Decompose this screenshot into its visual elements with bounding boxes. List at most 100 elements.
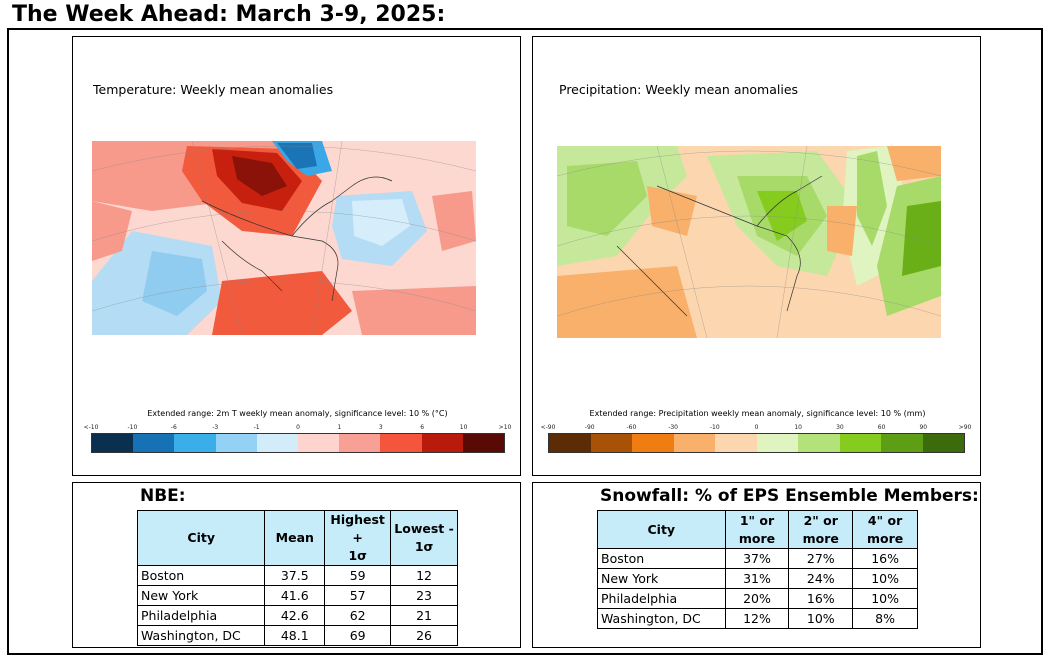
temperature-colorbar-tick-label: -1 [253, 424, 260, 431]
nbe-panel: NBE: City Mean Highest + 1σ Lowest - 1σ Bo… [72, 482, 521, 648]
snowfall-table: City 1" or more 2" or more 4" or more Bosto… [597, 510, 918, 629]
nbe-header-lowest-line1: Lowest - [394, 521, 454, 536]
nbe-high: 69 [324, 625, 392, 646]
snowfall-2in: 24% [788, 568, 854, 589]
nbe-header-city: City [136, 510, 266, 566]
table-row: Washington, DC 48.1 69 26 [136, 625, 458, 646]
temperature-colorbar-swatch [462, 434, 505, 452]
temperature-map-label: Temperature: Weekly mean anomalies [93, 82, 334, 97]
precipitation-colorbar-tick-label: >90 [958, 424, 972, 431]
snowfall-header-row: City 1" or more 2" or more 4" or more [597, 510, 918, 549]
table-row: Philadelphia 42.6 62 21 [136, 605, 458, 626]
table-row: Boston 37.5 59 12 [136, 565, 458, 586]
temperature-colorbar [91, 433, 505, 453]
precipitation-colorbar-swatch [632, 434, 674, 452]
snowfall-header-4in-line1: 4" or [867, 512, 903, 528]
precipitation-colorbar-tick-label: -60 [626, 424, 637, 431]
precipitation-colorbar-tick-label: 10 [794, 424, 803, 431]
nbe-header-mean: Mean [264, 510, 326, 566]
nbe-header-lowest: Lowest - 1σ [390, 510, 458, 566]
temperature-colorbar-ticks: <-10 -10 -6 -3 -1 0 1 3 6 10 >10 [84, 424, 512, 432]
temperature-map-panel: Temperature: Weekly mean anomalies [72, 36, 521, 476]
precipitation-colorbar-tick-label: 0 [754, 424, 759, 431]
nbe-high: 59 [324, 565, 392, 586]
nbe-header-highest-line2: 1σ [348, 548, 367, 563]
snowfall-4in: 8% [852, 608, 918, 629]
snowfall-2in: 10% [788, 608, 854, 629]
temperature-colorbar-swatch [339, 434, 381, 452]
precipitation-colorbar-swatch [798, 434, 840, 452]
nbe-title: NBE: [140, 486, 186, 506]
nbe-city: Washington, DC [136, 625, 266, 646]
snowfall-1in: 20% [724, 588, 790, 609]
temperature-colorbar-tick-label: -6 [170, 424, 177, 431]
temperature-colorbar-tick-label: 6 [420, 424, 425, 431]
snowfall-title: Snowfall: % of EPS Ensemble Members: [600, 486, 979, 506]
temperature-colorbar-swatch [133, 434, 175, 452]
temperature-colorbar-swatch [421, 434, 463, 452]
precipitation-colorbar-swatch [922, 434, 964, 452]
precipitation-colorbar-tick-label: 60 [877, 424, 886, 431]
table-row: New York 31% 24% 10% [597, 568, 918, 589]
temperature-colorbar-swatch [174, 434, 216, 452]
precipitation-colorbar-tick-label: -30 [668, 424, 678, 431]
nbe-city: New York [136, 585, 266, 606]
nbe-header-row: City Mean Highest + 1σ Lowest - 1σ [136, 510, 458, 566]
temperature-colorbar-tick-label: -3 [212, 424, 219, 431]
page-title: The Week Ahead: March 3-9, 2025: [12, 2, 446, 27]
temperature-colorbar-swatch [298, 434, 340, 452]
snowfall-panel: Snowfall: % of EPS Ensemble Members: Cit… [532, 482, 981, 648]
temperature-colorbar-swatch [215, 434, 257, 452]
precipitation-map-label: Precipitation: Weekly mean anomalies [559, 82, 799, 97]
precipitation-colorbar-swatch [715, 434, 757, 452]
precipitation-colorbar-tick-label: -90 [584, 424, 595, 431]
temperature-colorbar-tick-label: >10 [498, 424, 512, 431]
precipitation-colorbar-swatch [673, 434, 715, 452]
precipitation-colorbar-swatch [881, 434, 923, 452]
snowfall-city: Philadelphia [597, 588, 726, 609]
nbe-table: City Mean Highest + 1σ Lowest - 1σ Boston … [136, 510, 458, 646]
precipitation-colorbar-ticks: <-90 -90 -60 -30 -10 0 10 30 60 90 >90 [541, 424, 972, 432]
nbe-low: 26 [390, 625, 458, 646]
snowfall-1in: 12% [724, 608, 790, 629]
nbe-mean: 42.6 [264, 605, 326, 626]
nbe-high: 62 [324, 605, 392, 626]
content-frame [7, 28, 1043, 655]
precipitation-colorbar-tick-label: -10 [709, 424, 720, 431]
snowfall-header-4in: 4" or more [852, 510, 918, 549]
nbe-header-highest: Highest + 1σ [324, 510, 392, 566]
temperature-colorbar-swatch [92, 434, 134, 452]
nbe-header-highest-line1: Highest + [330, 512, 385, 545]
nbe-mean: 48.1 [264, 625, 326, 646]
table-row: Washington, DC 12% 10% 8% [597, 608, 918, 629]
snowfall-header-2in: 2" or more [788, 510, 854, 549]
temperature-colorbar-swatch [256, 434, 299, 452]
table-row: Boston 37% 27% 16% [597, 548, 918, 569]
temperature-colorbar-tick-label: 3 [378, 424, 383, 431]
nbe-high: 57 [324, 585, 392, 606]
nbe-mean: 37.5 [264, 565, 326, 586]
precipitation-colorbar-title: Extended range: Precipitation weekly mea… [589, 409, 926, 418]
snowfall-header-4in-line2: more [866, 530, 904, 546]
nbe-city: Boston [136, 565, 266, 586]
precipitation-colorbar [548, 433, 965, 453]
snowfall-header-1in: 1" or more [724, 510, 790, 549]
table-row: Philadelphia 20% 16% 10% [597, 588, 918, 609]
temperature-anomaly-map [92, 141, 476, 335]
nbe-low: 23 [390, 585, 458, 606]
snowfall-4in: 10% [852, 568, 918, 589]
temperature-colorbar-title: Extended range: 2m T weekly mean anomaly… [147, 409, 448, 418]
table-row: New York 41.6 57 23 [136, 585, 458, 606]
snowfall-header-city: City [597, 510, 726, 549]
snowfall-city: Boston [597, 548, 726, 569]
precipitation-colorbar-swatch [756, 434, 798, 452]
snowfall-1in: 31% [724, 568, 790, 589]
precipitation-colorbar-swatch [590, 434, 632, 452]
temperature-colorbar-tick-label: 10 [459, 424, 468, 431]
snowfall-header-1in-line2: more [738, 530, 776, 546]
nbe-city: Philadelphia [136, 605, 266, 626]
nbe-mean: 41.6 [264, 585, 326, 606]
snowfall-2in: 16% [788, 588, 854, 609]
precipitation-colorbar-swatch [839, 434, 881, 452]
precipitation-anomaly-map [557, 146, 941, 338]
